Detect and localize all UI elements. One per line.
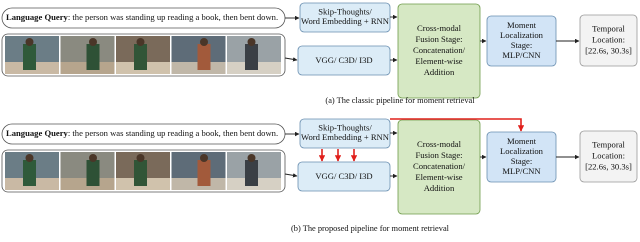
localization-label: Localization: [500, 30, 544, 40]
frame-person: [245, 44, 258, 70]
output-box: [579, 14, 638, 67]
frame-head: [200, 38, 208, 46]
localization-label: MLP/CNN: [502, 166, 541, 176]
frame-person: [134, 160, 147, 186]
video-encoder-label: VGG/ C3D/ I3D: [315, 55, 372, 65]
fusion-label: Cross-modal: [417, 23, 462, 33]
output-label: Temporal: [592, 23, 625, 33]
output-label: [22.6s, 30.3s]: [585, 45, 632, 55]
fusion-label: Addition: [424, 67, 455, 77]
fusion-label: Fusion Stage:: [415, 150, 462, 160]
frame-head: [136, 38, 145, 46]
frame-head: [25, 38, 34, 46]
frame-head: [200, 154, 208, 162]
fusion-box: [397, 119, 481, 215]
frame-head: [25, 154, 34, 162]
video-encoder-label: VGG/ C3D/ I3D: [315, 171, 372, 181]
caption: (a) The classic pipeline for moment retr…: [325, 96, 475, 105]
localization-label: Moment: [507, 136, 537, 146]
localization-label: Moment: [507, 20, 537, 30]
fusion-label: Element-wise: [415, 172, 462, 182]
output-label: Location:: [592, 150, 625, 160]
localization-label: Localization: [500, 146, 544, 156]
fusion-label: Cross-modal: [417, 139, 462, 149]
fusion-box: [397, 3, 481, 99]
frame-head: [136, 154, 145, 162]
frame-person: [197, 44, 211, 70]
query-label: Language Query: [6, 128, 69, 138]
guidance-arrow: [390, 118, 525, 132]
query-sentence: : the person was standing up reading a b…: [68, 128, 278, 138]
query-text: Language Query: the person was standing …: [6, 12, 278, 22]
fusion-label: Element-wise: [415, 56, 462, 66]
frame-person: [23, 160, 36, 186]
query-sentence: : the person was standing up reading a b…: [68, 12, 278, 22]
frame-head: [247, 38, 256, 46]
output-label: Location:: [592, 34, 625, 44]
arrow: [284, 57, 298, 62]
query-label: Language Query: [6, 12, 69, 22]
localization-label: MLP/CNN: [502, 50, 541, 60]
localization-label: Stage:: [511, 156, 532, 166]
frame-person: [86, 44, 100, 70]
fusion-label: Fusion Stage:: [415, 34, 462, 44]
frame-head: [247, 154, 256, 162]
caption: (b) The proposed pipeline for moment ret…: [291, 224, 450, 233]
frame-head: [89, 154, 97, 162]
query-text: Language Query: the person was standing …: [6, 128, 278, 138]
fusion-label: Addition: [424, 183, 455, 193]
text-encoder-box: [299, 2, 391, 33]
output-box: [579, 130, 638, 183]
text-encoder-label: Word Embedding + RNN: [301, 132, 390, 142]
frame-person: [86, 160, 100, 186]
video-encoder-box: [297, 161, 391, 192]
localization-label: Stage:: [511, 40, 532, 50]
frame-person: [23, 44, 36, 70]
frame-head: [89, 38, 97, 46]
frame-person: [197, 160, 211, 186]
output-label: [22.6s, 30.3s]: [585, 161, 632, 171]
video-encoder-box: [297, 45, 391, 76]
text-encoder-label: Skip-Thoughts/: [318, 123, 372, 133]
frame-person: [245, 160, 258, 186]
output-label: Temporal: [592, 139, 625, 149]
text-encoder-label: Skip-Thoughts/: [318, 7, 372, 17]
fusion-label: Concatenation/: [413, 45, 466, 55]
text-encoder-box: [299, 118, 391, 149]
fusion-label: Concatenation/: [413, 161, 466, 171]
text-encoder-label: Word Embedding + RNN: [301, 16, 390, 26]
arrow: [284, 173, 298, 178]
frame-person: [134, 44, 147, 70]
